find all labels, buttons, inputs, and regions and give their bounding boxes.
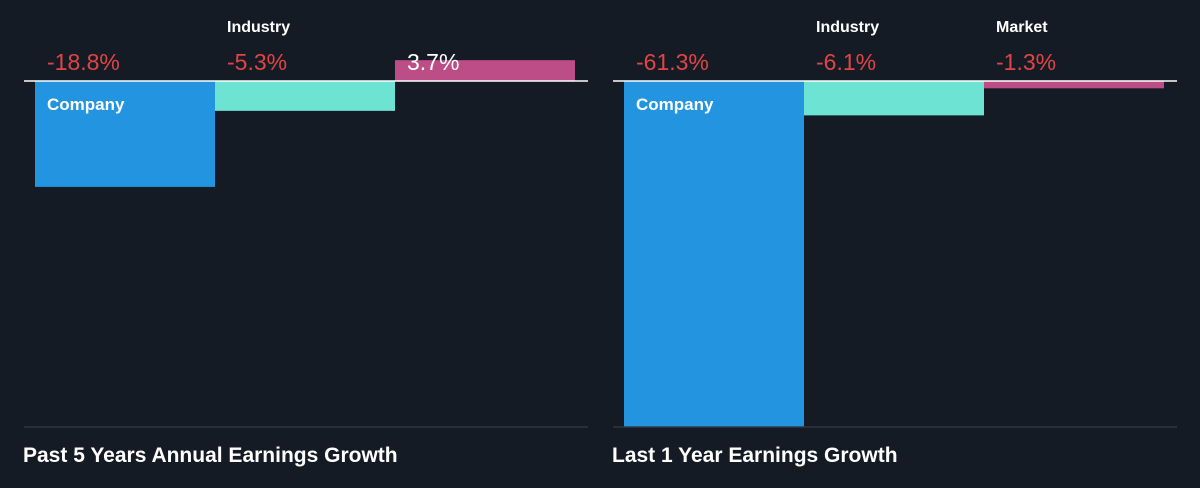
bar-company-last-1-year	[624, 81, 804, 427]
panel-title-past-5-years: Past 5 Years Annual Earnings Growth	[23, 444, 398, 467]
value-label-industry-last-1-year: -6.1%	[816, 49, 876, 75]
value-label-company-past-5-years: -18.8%	[47, 49, 120, 75]
value-label-company-last-1-year: -61.3%	[636, 49, 709, 75]
bar-company-past-5-years	[35, 81, 215, 187]
value-label-market-past-5-years: 3.7%	[407, 49, 459, 75]
bar-market-last-1-year	[984, 81, 1164, 89]
bar-industry-last-1-year	[804, 81, 984, 116]
category-label-market-last-1-year: Market	[996, 19, 1048, 36]
category-label-industry-last-1-year: Industry	[816, 19, 879, 36]
panel-title-last-1-year: Last 1 Year Earnings Growth	[612, 444, 898, 467]
bar-market-past-5-years	[395, 60, 575, 81]
category-label-company-past-5-years: Company	[47, 95, 125, 114]
value-label-market-last-1-year: -1.3%	[996, 49, 1056, 75]
value-label-industry-past-5-years: -5.3%	[227, 49, 287, 75]
category-label-company-last-1-year: Company	[636, 95, 714, 114]
category-label-industry-past-5-years: Industry	[227, 19, 290, 36]
bar-industry-past-5-years	[215, 81, 395, 111]
